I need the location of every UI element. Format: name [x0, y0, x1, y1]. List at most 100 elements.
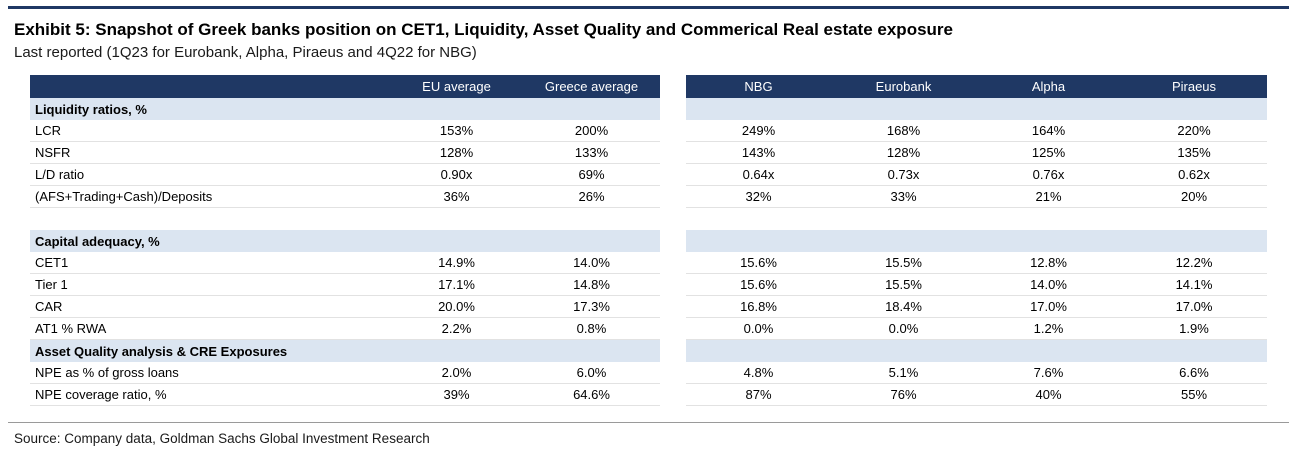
section-fill	[523, 98, 660, 120]
section-header-row: Capital adequacy, %	[30, 230, 1267, 252]
section-fill	[390, 340, 523, 362]
cell-value: 14.0%	[976, 274, 1121, 296]
cell-value: 153%	[390, 120, 523, 142]
cell-value: 64.6%	[523, 384, 660, 406]
table-row: NSFR 128% 133% 143% 128% 125% 135%	[30, 142, 1267, 164]
table-row: (AFS+Trading+Cash)/Deposits 36% 26% 32% 33% 2…	[30, 186, 1267, 208]
cell-value: 39%	[390, 384, 523, 406]
section-fill	[831, 340, 976, 362]
cell-value: 133%	[523, 142, 660, 164]
section-fill	[523, 340, 660, 362]
row-label: NPE coverage ratio, %	[30, 384, 390, 406]
banks-table: EU average Greece average NBG Eurobank A…	[30, 75, 1267, 406]
cell-value: 16.8%	[686, 296, 831, 318]
exhibit-title: Exhibit 5: Snapshot of Greek banks posit…	[14, 20, 953, 39]
column-gap	[660, 384, 686, 406]
table-row: Tier 1 17.1% 14.8% 15.6% 15.5% 14.0% 14.1%	[30, 274, 1267, 296]
cell-value: 6.0%	[523, 362, 660, 384]
cell-value: 220%	[1121, 120, 1267, 142]
cell-value: 128%	[831, 142, 976, 164]
table-row: AT1 % RWA 2.2% 0.8% 0.0% 0.0% 1.2% 1.9%	[30, 318, 1267, 340]
cell-value: 14.9%	[390, 252, 523, 274]
cell-value: 143%	[686, 142, 831, 164]
table-row: L/D ratio 0.90x 69% 0.64x 0.73x 0.76x 0.62x	[30, 164, 1267, 186]
cell-value: 40%	[976, 384, 1121, 406]
cell-value: 2.0%	[390, 362, 523, 384]
cell-value: 0.62x	[1121, 164, 1267, 186]
cell-value: 2.2%	[390, 318, 523, 340]
cell-value: 14.0%	[523, 252, 660, 274]
section-fill	[831, 230, 976, 252]
header-eu-average: EU average	[390, 75, 523, 98]
section-fill	[976, 340, 1121, 362]
source-note: Source: Company data, Goldman Sachs Glob…	[14, 431, 430, 446]
column-gap	[660, 98, 686, 120]
section-fill	[1121, 98, 1267, 120]
table-row: NPE coverage ratio, % 39% 64.6% 87% 76% 40% 55…	[30, 384, 1267, 406]
cell-value: 0.8%	[523, 318, 660, 340]
cell-value: 5.1%	[831, 362, 976, 384]
column-gap	[660, 120, 686, 142]
table-row: NPE as % of gross loans 2.0% 6.0% 4.8% 5.1% 7…	[30, 362, 1267, 384]
cell-value: 55%	[1121, 384, 1267, 406]
section-header-row: Liquidity ratios, %	[30, 98, 1267, 120]
section-fill	[1121, 230, 1267, 252]
cell-value: 135%	[1121, 142, 1267, 164]
cell-value: 0.90x	[390, 164, 523, 186]
column-gap	[660, 318, 686, 340]
row-label: NSFR	[30, 142, 390, 164]
row-label: NPE as % of gross loans	[30, 362, 390, 384]
table-row: CAR 20.0% 17.3% 16.8% 18.4% 17.0% 17.0%	[30, 296, 1267, 318]
header-alpha: Alpha	[976, 75, 1121, 98]
column-gap	[660, 340, 686, 362]
cell-value: 87%	[686, 384, 831, 406]
cell-value: 17.0%	[976, 296, 1121, 318]
cell-value: 249%	[686, 120, 831, 142]
cell-value: 128%	[390, 142, 523, 164]
cell-value: 0.73x	[831, 164, 976, 186]
column-gap	[660, 186, 686, 208]
cell-value: 168%	[831, 120, 976, 142]
column-gap	[660, 362, 686, 384]
header-greece-average: Greece average	[523, 75, 660, 98]
cell-value: 0.76x	[976, 164, 1121, 186]
column-gap	[660, 296, 686, 318]
table-row: CET1 14.9% 14.0% 15.6% 15.5% 12.8% 12.2%	[30, 252, 1267, 274]
section-fill	[976, 98, 1121, 120]
section-fill	[976, 230, 1121, 252]
cell-value: 20%	[1121, 186, 1267, 208]
cell-value: 1.2%	[976, 318, 1121, 340]
cell-value: 26%	[523, 186, 660, 208]
section-fill	[831, 98, 976, 120]
row-label: Tier 1	[30, 274, 390, 296]
cell-value: 17.3%	[523, 296, 660, 318]
cell-value: 20.0%	[390, 296, 523, 318]
section-fill	[1121, 340, 1267, 362]
cell-value: 12.8%	[976, 252, 1121, 274]
column-gap	[660, 164, 686, 186]
section-fill	[390, 98, 523, 120]
row-label: CAR	[30, 296, 390, 318]
cell-value: 12.2%	[1121, 252, 1267, 274]
cell-value: 76%	[831, 384, 976, 406]
section-fill	[523, 230, 660, 252]
cell-value: 0.0%	[686, 318, 831, 340]
row-label: LCR	[30, 120, 390, 142]
section-fill	[686, 98, 831, 120]
cell-value: 18.4%	[831, 296, 976, 318]
cell-value: 0.0%	[831, 318, 976, 340]
cell-value: 17.0%	[1121, 296, 1267, 318]
cell-value: 33%	[831, 186, 976, 208]
cell-value: 4.8%	[686, 362, 831, 384]
column-gap	[660, 230, 686, 252]
table-body: Liquidity ratios, % LCR 153% 200% 249% 168% 16…	[30, 98, 1267, 406]
header-piraeus: Piraeus	[1121, 75, 1267, 98]
cell-value: 15.5%	[831, 252, 976, 274]
cell-value: 36%	[390, 186, 523, 208]
section-fill	[686, 340, 831, 362]
cell-value: 1.9%	[1121, 318, 1267, 340]
section-fill	[686, 230, 831, 252]
cell-value: 200%	[523, 120, 660, 142]
top-rule	[8, 6, 1289, 9]
cell-value: 17.1%	[390, 274, 523, 296]
